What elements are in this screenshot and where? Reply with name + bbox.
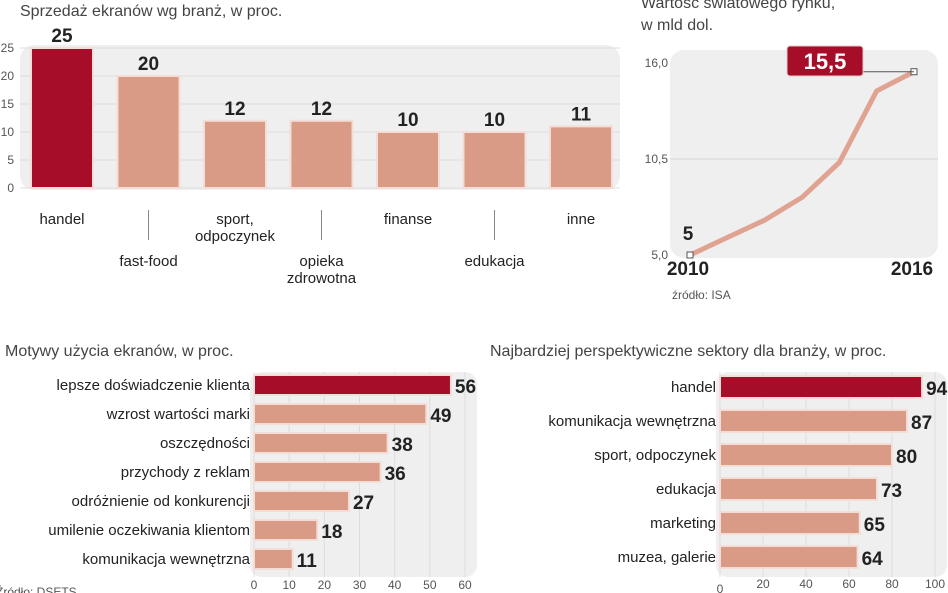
chart-title: Najbardziej perspektywiczne sektory dla … xyxy=(490,343,886,360)
y-category-label: lepsze doświadczenie klienta xyxy=(57,377,251,394)
x-tick-label: 100 xyxy=(925,577,945,591)
chart-title: w mld dol. xyxy=(640,17,713,34)
y-category-label: handel xyxy=(671,379,716,396)
data-label: 65 xyxy=(864,515,886,536)
start-value-label: 5 xyxy=(683,224,694,245)
x-category-label: handel xyxy=(39,211,84,228)
bar xyxy=(203,119,267,189)
x-tick-label: 2016 xyxy=(891,259,933,280)
y-category-label: odróżnienie od konkurencji xyxy=(72,493,250,510)
x-tick-label: 60 xyxy=(842,577,856,591)
y-tick-label: 10 xyxy=(1,125,15,139)
data-label: 49 xyxy=(430,406,451,427)
data-label: 20 xyxy=(138,54,159,75)
end-value-label: 15,5 xyxy=(804,49,847,74)
y-category-label: sport, odpoczynek xyxy=(594,447,716,464)
x-category-label: zdrowotna xyxy=(287,270,357,287)
data-label: 64 xyxy=(862,549,884,570)
chart-title: Sprzedaż ekranów wg branż, w proc. xyxy=(20,3,282,20)
data-label: 11 xyxy=(297,551,318,572)
x-category-label: odpoczynek xyxy=(195,228,276,245)
bar xyxy=(719,511,861,535)
y-tick-label: 20 xyxy=(1,69,15,83)
data-label: 12 xyxy=(224,99,245,120)
bar xyxy=(253,432,389,454)
bar xyxy=(253,548,294,570)
y-category-label: komunikacja wewnętrzna xyxy=(82,551,250,568)
source-note: Źródło: DSETS xyxy=(0,584,77,593)
y-tick-label: 25 xyxy=(1,41,15,55)
bar xyxy=(253,374,452,396)
x-tick-label: 2010 xyxy=(667,259,709,280)
y-category-label: wzrost wartości marki xyxy=(106,406,250,423)
x-category-label: edukacja xyxy=(464,253,525,270)
data-label: 10 xyxy=(397,110,418,131)
bar xyxy=(289,119,354,189)
source-note: źródło: ISA xyxy=(672,288,731,302)
y-category-label: edukacja xyxy=(656,481,717,498)
y-tick-label: 5,0 xyxy=(651,248,668,262)
data-label: 94 xyxy=(926,379,948,400)
bar xyxy=(719,443,893,467)
y-category-label: przychody z reklam xyxy=(121,464,250,481)
y-category-label: umilenie oczekiwania klientom xyxy=(48,522,250,539)
y-category-label: muzea, galerie xyxy=(618,549,716,566)
bar xyxy=(719,477,878,501)
data-label: 56 xyxy=(455,377,476,398)
x-category-label: sport, xyxy=(216,211,254,228)
data-label: 73 xyxy=(881,481,902,502)
x-tick-label: 50 xyxy=(423,578,437,592)
x-category-label: fast-food xyxy=(119,253,177,270)
bar xyxy=(253,519,319,541)
data-label: 11 xyxy=(571,104,592,125)
x-tick-label: 10 xyxy=(282,578,296,592)
data-label: 38 xyxy=(392,435,413,456)
y-tick-label: 16,0 xyxy=(645,56,669,70)
bar xyxy=(719,409,909,433)
data-label: 87 xyxy=(911,413,932,434)
y-category-label: oszczędności xyxy=(160,435,250,452)
bar xyxy=(253,461,382,483)
y-tick-label: 10,5 xyxy=(645,152,669,166)
y-tick-label: 5 xyxy=(7,153,14,167)
bar xyxy=(549,125,613,189)
data-label: 10 xyxy=(484,110,505,131)
x-tick-label: 60 xyxy=(458,578,472,592)
x-tick-label: 40 xyxy=(799,577,813,591)
bar xyxy=(719,545,859,569)
y-category-label: komunikacja wewnętrzna xyxy=(548,413,716,430)
chart-title: Motywy użycia ekranów, w proc. xyxy=(5,343,234,360)
x-tick-label: 40 xyxy=(388,578,402,592)
data-label: 18 xyxy=(321,522,342,543)
data-line xyxy=(688,69,916,258)
bar xyxy=(462,131,527,189)
callout-box xyxy=(786,45,864,77)
data-label: 80 xyxy=(896,447,917,468)
bar xyxy=(376,131,440,189)
y-tick-label: 15 xyxy=(1,97,15,111)
bar xyxy=(253,490,350,512)
bar xyxy=(253,403,428,425)
bar xyxy=(116,75,181,189)
x-tick-label: 0 xyxy=(251,578,258,592)
bar xyxy=(719,375,924,399)
bar xyxy=(30,47,94,189)
y-category-label: marketing xyxy=(650,515,716,532)
x-category-label: finanse xyxy=(384,211,432,228)
x-tick-label: 0 xyxy=(717,582,724,593)
data-label: 25 xyxy=(51,26,73,47)
data-label: 36 xyxy=(385,464,406,485)
x-tick-label: 20 xyxy=(756,577,770,591)
y-tick-label: 0 xyxy=(7,181,14,195)
data-label: 12 xyxy=(311,99,332,120)
x-tick-label: 80 xyxy=(885,577,899,591)
chart-title: Wartość światowego rynku, xyxy=(641,0,835,12)
data-point xyxy=(686,251,694,259)
x-tick-label: 30 xyxy=(353,578,367,592)
data-label: 27 xyxy=(353,493,374,514)
x-category-label: inne xyxy=(567,211,595,228)
x-category-label: opieka xyxy=(299,253,344,270)
x-tick-label: 20 xyxy=(318,578,332,592)
